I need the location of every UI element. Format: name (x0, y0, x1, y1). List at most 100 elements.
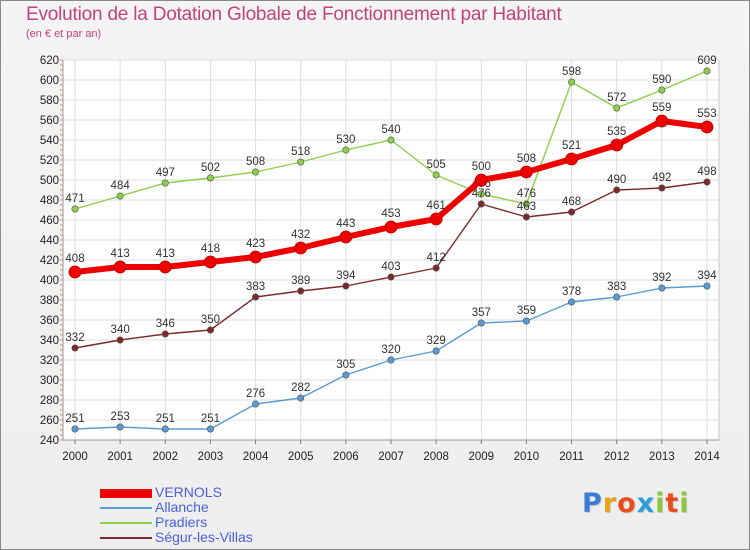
data-label: 418 (201, 243, 220, 255)
y-tick-label: 440 (40, 235, 59, 247)
legend-label: Pradiers (155, 514, 208, 530)
data-point (613, 293, 621, 301)
data-label: 403 (381, 261, 400, 273)
data-label: 443 (336, 218, 355, 230)
data-point (432, 347, 440, 355)
data-label: 253 (111, 411, 130, 423)
data-point (161, 425, 169, 433)
data-point (568, 208, 576, 216)
y-tick-label: 400 (40, 275, 59, 287)
x-tick-label: 2006 (333, 451, 359, 463)
data-label: 530 (336, 134, 355, 146)
x-tick-label: 2011 (559, 451, 584, 463)
data-point (113, 260, 127, 274)
x-tick-label: 2000 (62, 451, 88, 463)
data-label: 332 (65, 332, 84, 344)
legend-swatch (100, 537, 152, 539)
data-point (339, 230, 353, 244)
data-label: 389 (291, 275, 310, 287)
series-pradiers: 4714844975025085185305405054864765985725… (65, 55, 717, 213)
data-point (342, 282, 350, 290)
data-point (432, 264, 440, 272)
data-point (206, 326, 214, 334)
data-point (387, 136, 395, 144)
data-label: 572 (607, 92, 626, 104)
x-tick-label: 2003 (198, 451, 224, 463)
data-point (520, 165, 533, 179)
data-label: 346 (156, 318, 175, 330)
data-label: 329 (427, 335, 446, 347)
data-label: 423 (246, 238, 265, 250)
data-point (252, 293, 260, 301)
data-label: 498 (697, 166, 716, 178)
data-label: 476 (472, 188, 491, 200)
proxiti-logo: Proxiti (582, 488, 690, 519)
data-point (161, 330, 169, 338)
data-label: 392 (652, 272, 671, 284)
data-label: 412 (427, 252, 446, 264)
chart-legend: VERNOLS Allanche Pradiers Ségur-les-Villas (100, 484, 320, 545)
y-tick-label: 600 (40, 75, 59, 87)
data-point (474, 173, 488, 187)
data-point (342, 146, 350, 154)
data-label: 461 (427, 200, 446, 212)
data-label: 359 (517, 305, 536, 317)
logo-letter: i (655, 488, 666, 519)
data-label: 413 (156, 248, 175, 260)
y-tick-label: 520 (40, 155, 59, 167)
data-point (294, 241, 308, 255)
data-point (432, 171, 440, 179)
data-label: 521 (562, 140, 581, 152)
data-label: 413 (111, 248, 130, 260)
logo-letter: P (582, 488, 603, 519)
legend-swatch (100, 489, 152, 498)
x-tick-label: 2005 (288, 451, 314, 463)
data-label: 476 (517, 188, 536, 200)
data-point (249, 250, 262, 264)
data-point (71, 344, 79, 352)
y-tick-label: 540 (40, 135, 59, 147)
data-point (297, 287, 305, 295)
y-tick-label: 420 (40, 255, 59, 267)
data-point (703, 282, 711, 290)
x-tick-label: 2013 (649, 451, 675, 463)
data-label: 394 (336, 270, 356, 282)
data-label: 508 (246, 156, 265, 168)
data-label: 408 (65, 253, 84, 265)
x-tick-label: 2010 (514, 451, 540, 463)
y-tick-label: 260 (40, 415, 59, 427)
y-tick-label: 460 (40, 215, 59, 227)
y-tick-label: 320 (40, 355, 59, 367)
data-point (384, 220, 398, 234)
data-point (703, 178, 711, 186)
y-tick-label: 580 (40, 95, 59, 107)
x-tick-label: 2009 (468, 451, 494, 463)
data-label: 350 (201, 314, 220, 326)
data-label: 320 (381, 344, 400, 356)
data-label: 609 (697, 55, 716, 67)
data-point (522, 213, 530, 221)
chart-title: Evolution de la Dotation Globale de Fonc… (26, 4, 562, 25)
data-point (568, 298, 576, 306)
x-tick-label: 2002 (152, 451, 178, 463)
data-point (71, 425, 79, 433)
data-label: 559 (652, 102, 671, 114)
data-label: 305 (336, 359, 355, 371)
chart-subtitle: (en € et par an) (26, 28, 102, 40)
y-tick-label: 480 (40, 195, 59, 207)
legend-label: Allanche (155, 499, 209, 515)
legend-item: Allanche (100, 499, 320, 515)
data-point (387, 356, 395, 364)
data-label: 508 (517, 153, 536, 165)
data-label: 540 (381, 124, 400, 136)
legend-item: Ségur-les-Villas (100, 529, 320, 545)
legend-item: Pradiers (100, 514, 320, 530)
x-tick-label: 2014 (694, 451, 720, 463)
data-point (700, 120, 714, 134)
data-point (477, 319, 485, 327)
data-label: 251 (65, 413, 84, 425)
data-label: 598 (562, 66, 581, 78)
data-point (477, 200, 485, 208)
data-point (565, 152, 578, 166)
